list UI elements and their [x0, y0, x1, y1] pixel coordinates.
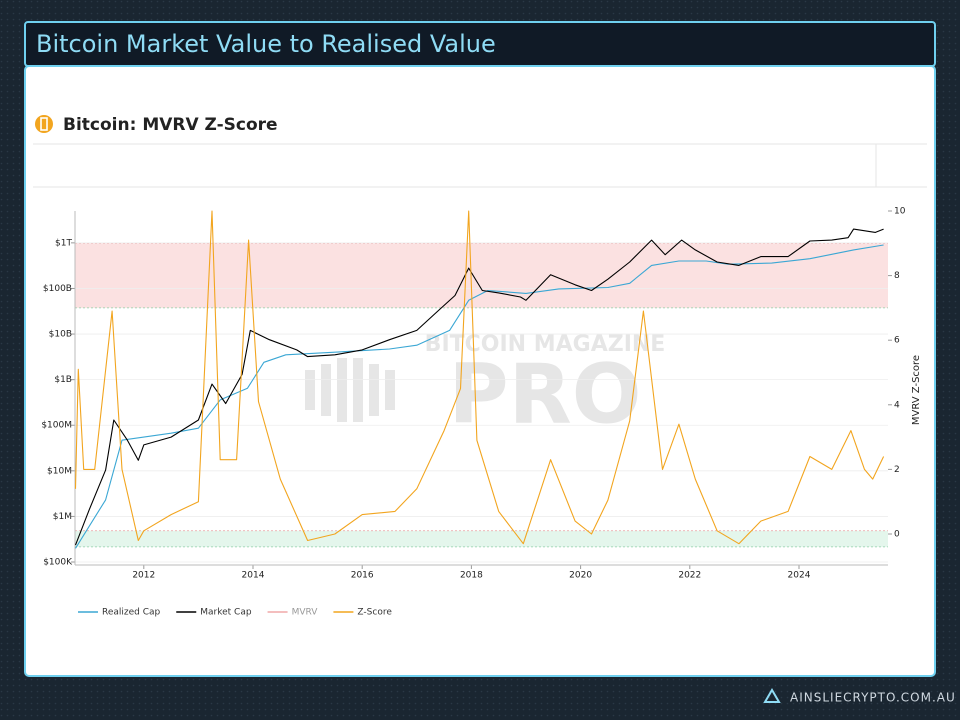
- x-tick-label: 2020: [569, 571, 592, 581]
- watermark-logo: [305, 370, 315, 410]
- x-tick-label: 2022: [678, 571, 701, 581]
- header-title: Bitcoin Market Value to Realised Value: [36, 30, 496, 58]
- y-tick-label: $10M: [47, 466, 72, 476]
- band: [75, 243, 888, 308]
- y2-tick-label: 6: [894, 336, 900, 346]
- watermark-text: BITCOIN MAGAZINE: [425, 332, 666, 357]
- x-tick-label: 2016: [351, 571, 374, 581]
- header-bar: [24, 21, 936, 67]
- watermark-logo: [353, 358, 363, 422]
- y2-tick-label: 10: [894, 207, 906, 217]
- y2-tick-label: 4: [894, 400, 900, 410]
- watermark-text: PRO: [449, 347, 642, 442]
- y-tick-label: $100K: [43, 558, 73, 568]
- watermark-logo: [369, 364, 379, 416]
- legend-label: Z-Score: [357, 608, 392, 618]
- x-tick-label: 2018: [460, 571, 483, 581]
- watermark-logo: [337, 358, 347, 422]
- legend-label: MVRV: [292, 608, 319, 618]
- bitcoin-icon: [35, 115, 53, 133]
- y-tick-label: $100M: [41, 421, 72, 431]
- y2-tick-label: 2: [894, 465, 900, 475]
- y-tick-label: $1B: [54, 375, 72, 385]
- series-line: [74, 228, 884, 546]
- y2-axis-title: MVRV Z-Score: [911, 355, 922, 425]
- band: [75, 530, 888, 547]
- x-tick-label: 2024: [788, 571, 811, 581]
- footer-site: AINSLIECRYPTO.COM.AU: [790, 691, 956, 705]
- legend-label: Market Cap: [200, 608, 252, 618]
- bitcoin-icon-glyph: [40, 117, 48, 131]
- footer-logo: [763, 688, 781, 703]
- y2-tick-label: 0: [894, 529, 900, 539]
- x-tick-label: 2014: [242, 571, 265, 581]
- x-tick-label: 2012: [132, 571, 155, 581]
- y-tick-label: $1T: [55, 238, 72, 248]
- series-line: [74, 210, 885, 545]
- y-tick-label: $100B: [43, 284, 72, 294]
- chart-title: Bitcoin: MVRV Z-Score: [63, 115, 278, 135]
- legend-label: Realized Cap: [102, 608, 161, 618]
- y-tick-label: $10B: [49, 330, 72, 340]
- y-tick-label: $1M: [53, 512, 72, 522]
- watermark-logo: [321, 364, 331, 416]
- y2-tick-label: 8: [894, 271, 900, 281]
- watermark-logo: [385, 370, 395, 410]
